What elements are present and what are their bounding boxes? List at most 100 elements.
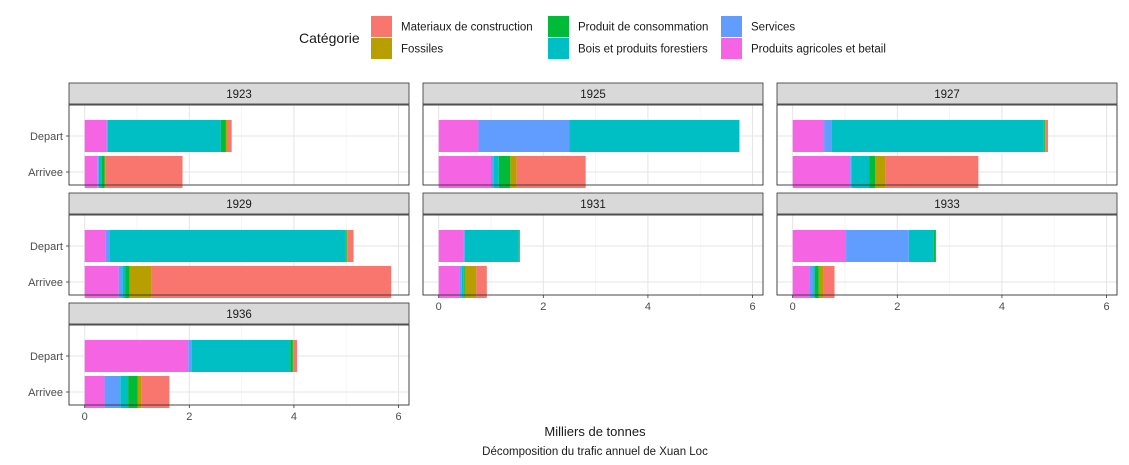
panel-border (68, 214, 410, 296)
bar-segment-arrivee-bois-et-produits-forestiers (120, 376, 129, 408)
bar-segment-arrivee-produit-de-consommation (869, 156, 876, 188)
facet-strip (68, 82, 410, 105)
x-tick-label: 0 (790, 301, 796, 313)
x-tick-label: 2 (540, 301, 546, 313)
x-tick-label: 2 (186, 411, 192, 423)
facet-strip (68, 302, 410, 325)
bar-segment-arrivee-produit-de-consommation (463, 266, 465, 298)
facet-strip-label: 1927 (934, 89, 960, 101)
facet-strip-label: 1925 (580, 89, 606, 101)
y-tick-label: Depart (30, 241, 63, 253)
bar-segment-depart-bois-et-produits-forestiers (908, 230, 934, 262)
x-tick-label: 0 (436, 301, 442, 313)
x-tick-label: 6 (1103, 301, 1109, 313)
facet-panel-1927: 1927 (776, 82, 1118, 188)
facet-panel-1931: 1931 0 2 4 6 (422, 192, 764, 313)
bar-segment-arrivee-fossiles (137, 376, 142, 408)
legend-key-bois-et-produits-forestiers (548, 38, 569, 59)
bar-segment-arrivee-services (850, 156, 852, 188)
bar-segment-arrivee-services (491, 156, 494, 188)
bar-segment-arrivee-produits-agricoles-et-betail (84, 156, 98, 188)
bar-segment-arrivee-produits-agricoles-et-betail (438, 156, 491, 188)
panel-border (776, 214, 1118, 296)
bar-segment-arrivee-produit-de-consommation (498, 156, 511, 188)
x-tick-label: 0 (82, 411, 88, 423)
panel-border (776, 104, 1118, 186)
x-tick-label: 4 (999, 301, 1005, 313)
bar-segment-depart-materiaux-de-construction (1045, 120, 1048, 152)
legend-key-produit-de-consommation (548, 16, 569, 37)
chart-caption: Décomposition du trafic annuel de Xuan L… (482, 446, 708, 458)
bar-segment-arrivee-services (97, 156, 99, 188)
bar-segment-arrivee-materiaux-de-construction (141, 376, 170, 408)
bar-segment-arrivee-fossiles (875, 156, 886, 188)
y-tick-label: Arrivee (28, 277, 63, 289)
bar-segment-depart-fossiles (292, 340, 294, 372)
legend-label-bois-et-produits-forestiers: Bois et produits forestiers (578, 44, 708, 56)
bar-segment-depart-produit-de-consommation (518, 230, 520, 262)
bar-segment-arrivee-fossiles (818, 266, 824, 298)
bar-segment-arrivee-materiaux-de-construction (105, 156, 183, 188)
bar-segment-arrivee-fossiles (464, 266, 477, 298)
x-tick-label: 6 (395, 411, 401, 423)
panel-border (422, 104, 764, 186)
legend-key-produits-agricoles-et-betail (721, 38, 742, 59)
bar-segment-depart-materiaux-de-construction (293, 340, 298, 372)
panel-border (422, 214, 764, 296)
facet-strip-label: 1933 (934, 199, 960, 211)
bar-segment-arrivee-produit-de-consommation (814, 266, 819, 298)
y-tick-label: Depart (30, 131, 63, 143)
bar-segment-depart-produits-agricoles-et-betail (438, 120, 479, 152)
facet-panel-1936: 1936 Depart Arrivee 0 2 4 6 (28, 302, 410, 423)
bar-segment-depart-bois-et-produits-forestiers (464, 230, 519, 262)
facet-strip (68, 192, 410, 215)
facet-strip (422, 82, 764, 105)
facet-panels: 1923 Depart Arrivee 1925 1927 1929 Depart Arriv… (28, 82, 1118, 423)
bar-segment-arrivee-produits-agricoles-et-betail (438, 266, 460, 298)
bar-segment-arrivee-materiaux-de-construction (516, 156, 586, 188)
panel-border (68, 324, 410, 406)
x-axis-title: Milliers de tonnes (544, 424, 646, 439)
x-tick-label: 2 (894, 301, 900, 313)
legend-label-produit-de-consommation: Produit de consommation (578, 22, 708, 34)
bar-segment-arrivee-materiaux-de-construction (151, 266, 392, 298)
bar-segment-arrivee-produits-agricoles-et-betail (792, 156, 851, 188)
bar-segment-arrivee-bois-et-produits-forestiers (493, 156, 499, 188)
bar-segment-depart-services (846, 230, 909, 262)
bar-segment-arrivee-bois-et-produits-forestiers (851, 156, 870, 188)
legend: Catégorie Materiaux de construction Fossi… (299, 16, 886, 59)
bar-segment-arrivee-produit-de-consommation (125, 266, 130, 298)
x-tick-label: 4 (291, 411, 297, 423)
bar-segment-depart-bois-et-produits-forestiers (569, 120, 740, 152)
bar-segment-depart-services (106, 120, 108, 152)
bar-segment-depart-services (824, 120, 832, 152)
bar-segment-depart-produits-agricoles-et-betail (792, 120, 825, 152)
bar-segment-arrivee-materiaux-de-construction (885, 156, 979, 188)
legend-key-materiaux-de-construction (371, 16, 392, 37)
bar-segment-depart-bois-et-produits-forestiers (831, 120, 1044, 152)
facet-strip (776, 192, 1118, 215)
bar-segment-depart-services (478, 120, 570, 152)
bar-segment-depart-produit-de-consommation (345, 230, 347, 262)
bar-segment-arrivee-produit-de-consommation (128, 376, 138, 408)
bar-segment-arrivee-fossiles (510, 156, 517, 188)
facet-panel-1929: 1929 Depart Arrivee (28, 192, 410, 298)
legend-key-fossiles (371, 38, 392, 59)
bar-segment-arrivee-services (104, 376, 121, 408)
facet-panel-1933: 1933 0 2 4 6 (776, 192, 1118, 313)
bar-segment-arrivee-produits-agricoles-et-betail (84, 376, 105, 408)
facet-panel-1925: 1925 (422, 82, 764, 188)
x-tick-label: 4 (645, 301, 651, 313)
bar-segment-depart-produit-de-consommation (290, 340, 293, 372)
bar-segment-depart-fossiles (346, 230, 348, 262)
facet-strip-label: 1936 (226, 309, 252, 321)
bar-segment-depart-services (105, 230, 110, 262)
legend-label-fossiles: Fossiles (401, 44, 443, 56)
bar-segment-arrivee-produit-de-consommation (101, 156, 105, 188)
legend-label-produits-agricoles-et-betail: Produits agricoles et betail (751, 44, 886, 56)
bar-segment-depart-fossiles (1044, 120, 1046, 152)
bar-segment-arrivee-bois-et-produits-forestiers (98, 156, 102, 188)
legend-title: Catégorie (299, 30, 360, 46)
bar-segment-arrivee-bois-et-produits-forestiers (122, 266, 126, 298)
